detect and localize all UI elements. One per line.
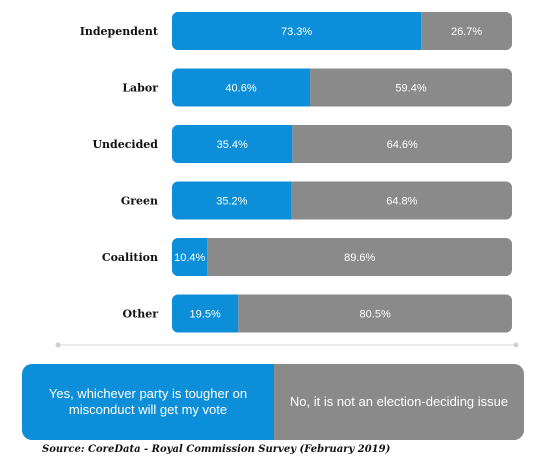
- bar-no-green: [291, 181, 512, 220]
- stacked-bar-chart: Independent 73.3% 26.7% Labor 40.6% 59.4% Unde…: [55, 12, 519, 348]
- bar-no-independent: [421, 12, 512, 50]
- category-label-coalition: Coalition: [102, 251, 158, 264]
- legend-yes: Yes, whichever party is tougher on misco…: [22, 364, 274, 440]
- category-label-undecided: Undecided: [92, 138, 158, 151]
- bar-yes-coalition: [172, 238, 208, 276]
- divider-dot-right: [513, 342, 519, 348]
- category-label-independent: Independent: [80, 25, 159, 38]
- bar-row-green: [172, 181, 512, 220]
- value-label-no-labor: 59.4%: [395, 83, 426, 95]
- value-label-yes-labor: 40.6%: [225, 83, 256, 95]
- value-label-yes-undecided: 35.4%: [217, 139, 248, 151]
- legend: Yes, whichever party is tougher on misco…: [22, 364, 524, 440]
- value-label-no-green: 64.8%: [386, 196, 417, 208]
- value-label-yes-green: 35.2%: [216, 196, 247, 208]
- bar-row-other: [172, 294, 512, 333]
- bar-no-undecided: [292, 125, 512, 163]
- bar-row-labor: [172, 68, 512, 107]
- bar-no-labor: [310, 68, 512, 107]
- bar-row-undecided: [172, 125, 512, 163]
- value-label-yes-independent: 73.3%: [281, 26, 312, 38]
- value-label-yes-coalition: 10.4%: [174, 252, 205, 264]
- bar-yes-green: [172, 181, 292, 220]
- value-label-no-coalition: 89.6%: [344, 252, 375, 264]
- bar-no-other: [238, 294, 512, 333]
- bar-yes-independent: [172, 12, 422, 50]
- category-label-green: Green: [121, 195, 158, 208]
- value-label-no-undecided: 64.6%: [387, 139, 418, 151]
- legend-no: No, it is not an election-deciding issue: [274, 364, 524, 440]
- bar-yes-other: [172, 294, 239, 333]
- value-label-no-independent: 26.7%: [451, 26, 482, 38]
- value-label-yes-other: 19.5%: [190, 309, 221, 321]
- bar-no-coalition: [207, 238, 512, 276]
- bar-yes-labor: [172, 68, 311, 107]
- category-label-other: Other: [123, 308, 159, 321]
- bar-row-coalition: [172, 238, 512, 276]
- value-label-no-other: 80.5%: [360, 309, 391, 321]
- bar-row-independent: [172, 12, 512, 50]
- category-label-labor: Labor: [122, 82, 158, 95]
- source-note: Source: CoreData - Royal Commission Surv…: [42, 444, 391, 455]
- divider-dot-left: [55, 342, 61, 348]
- bar-yes-undecided: [172, 125, 293, 163]
